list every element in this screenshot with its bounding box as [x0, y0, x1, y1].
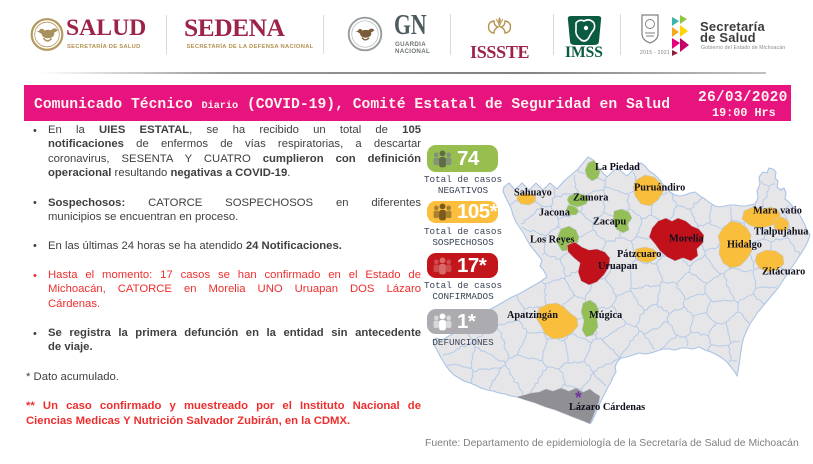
svg-text:Mara vatio: Mara vatio: [753, 206, 802, 217]
svg-text:Morelia: Morelia: [669, 234, 704, 245]
svg-text:Lázaro Cárdenas: Lázaro Cárdenas: [569, 402, 645, 413]
svg-text:Apatzingán: Apatzingán: [507, 310, 558, 321]
svg-text:Tlalpujahua: Tlalpujahua: [754, 227, 808, 238]
svg-text:La Piedad: La Piedad: [595, 162, 640, 173]
svg-text:Uruapan: Uruapan: [598, 261, 638, 272]
svg-text:*: *: [575, 388, 582, 407]
svg-text:Hidalgo: Hidalgo: [727, 240, 762, 251]
svg-text:Puruándiro: Puruándiro: [634, 183, 685, 194]
svg-text:Pátzcuaro: Pátzcuaro: [617, 249, 661, 260]
svg-text:Los Reyes: Los Reyes: [530, 235, 574, 246]
svg-text:Zamora: Zamora: [573, 193, 608, 204]
svg-text:Zacapu: Zacapu: [593, 217, 626, 228]
svg-text:Múgica: Múgica: [589, 310, 622, 321]
svg-text:Sahuayo: Sahuayo: [514, 188, 552, 199]
svg-text:Jacona: Jacona: [539, 208, 570, 219]
svg-text:Zitácuaro: Zitácuaro: [762, 267, 805, 278]
